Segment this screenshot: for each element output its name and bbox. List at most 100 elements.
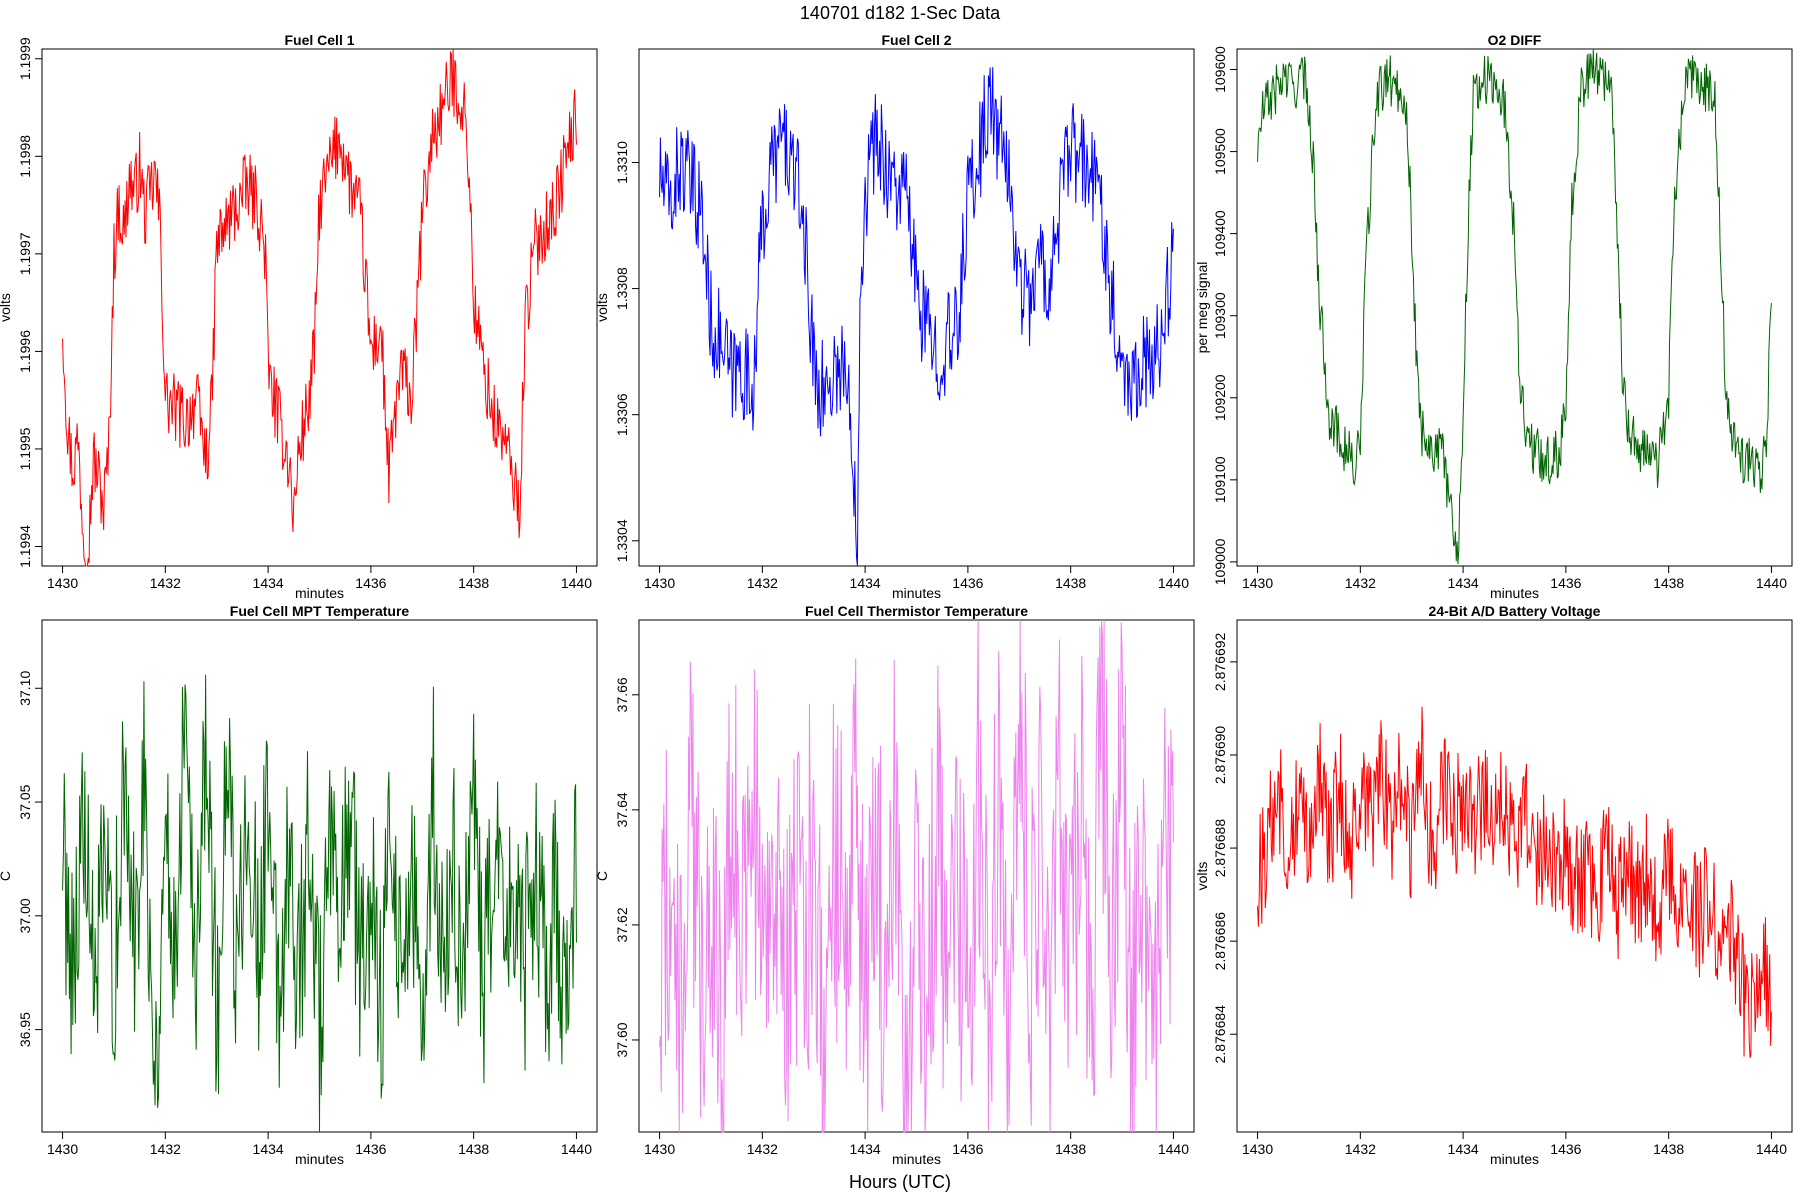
y-tick-label: 1.3306 [614, 393, 630, 436]
series-line [1257, 49, 1772, 564]
x-tick-label: 1438 [458, 575, 489, 591]
x-tick-label: 1436 [952, 575, 983, 591]
series-line [1257, 706, 1772, 1058]
x-tick-label: 1434 [1448, 1141, 1479, 1157]
x-tick-label: 1430 [47, 1141, 78, 1157]
x-tick-label: 1440 [1756, 575, 1787, 591]
y-tick-label: 37.64 [614, 792, 630, 827]
x-tick-label: 1440 [561, 575, 592, 591]
panel-title: Fuel Cell MPT Temperature [230, 603, 410, 619]
x-tick-label: 1436 [355, 575, 386, 591]
y-axis-label: C [0, 871, 13, 881]
x-tick-label: 1432 [150, 575, 181, 591]
plot-frame [1236, 48, 1793, 567]
x-tick-label: 1434 [253, 575, 284, 591]
x-tick-label: 1430 [1242, 1141, 1273, 1157]
x-tick-label: 1434 [850, 1141, 881, 1157]
x-tick-label: 1436 [1550, 575, 1581, 591]
x-tick-label: 1438 [1653, 1141, 1684, 1157]
x-tick-label: 1434 [253, 1141, 284, 1157]
x-tick-label: 1432 [1345, 575, 1376, 591]
x-tick-label: 1430 [644, 575, 675, 591]
panel-title: O2 DIFF [1488, 32, 1542, 48]
x-tick-label: 1432 [747, 575, 778, 591]
y-tick-label: 1.3308 [614, 267, 630, 310]
y-tick-label: 2.876690 [1212, 726, 1228, 785]
x-axis-label: minutes [1490, 1151, 1539, 1167]
plot-frame [41, 48, 598, 567]
chart-panel: 24-Bit A/D Battery Voltage 1430 1432 1434 14… [1194, 603, 1793, 1167]
plot-frame [638, 48, 1195, 567]
panel-title: Fuel Cell Thermistor Temperature [805, 603, 1028, 619]
y-tick-label: 1.1997 [17, 232, 33, 275]
outer-x-label: Hours (UTC) [849, 1172, 951, 1192]
y-tick-label: 2.876686 [1212, 912, 1228, 971]
x-tick-label: 1436 [355, 1141, 386, 1157]
y-tick-label: 37.60 [614, 1022, 630, 1057]
x-tick-label: 1434 [850, 575, 881, 591]
chart-panel: Fuel Cell MPT Temperature 1430 1432 1434 143… [0, 603, 598, 1167]
chart-panels: Fuel Cell 1 1430 1432 1434 1436 1438 1440 1.199… [0, 32, 1793, 1167]
x-tick-label: 1440 [561, 1141, 592, 1157]
x-tick-label: 1436 [1550, 1141, 1581, 1157]
y-axis-label: C [594, 871, 610, 881]
x-tick-label: 1438 [1653, 575, 1684, 591]
series-line [659, 619, 1174, 1133]
x-tick-label: 1430 [644, 1141, 675, 1157]
y-tick-label: 1.3304 [614, 519, 630, 562]
panel-title: 24-Bit A/D Battery Voltage [1429, 603, 1601, 619]
y-tick-label: 2.876692 [1212, 632, 1228, 691]
x-tick-label: 1440 [1756, 1141, 1787, 1157]
y-axis-label: volts [0, 293, 13, 322]
y-tick-label: 109400 [1212, 210, 1228, 257]
y-tick-label: 37.66 [614, 677, 630, 712]
y-tick-label: 109100 [1212, 456, 1228, 503]
panel-title: Fuel Cell 1 [284, 32, 354, 48]
y-axis-label: volts [1194, 862, 1210, 891]
y-tick-label: 1.1999 [17, 37, 33, 80]
y-tick-label: 1.1995 [17, 427, 33, 470]
y-tick-label: 37.05 [17, 784, 33, 819]
x-tick-label: 1434 [1448, 575, 1479, 591]
y-tick-label: 1.3310 [614, 141, 630, 184]
y-tick-label: 1.1996 [17, 330, 33, 373]
x-tick-label: 1436 [952, 1141, 983, 1157]
y-tick-label: 1.1998 [17, 135, 33, 178]
x-tick-label: 1438 [1055, 1141, 1086, 1157]
x-axis-label: minutes [1490, 585, 1539, 601]
y-tick-label: 109500 [1212, 128, 1228, 175]
y-tick-label: 36.95 [17, 1012, 33, 1047]
x-tick-label: 1432 [1345, 1141, 1376, 1157]
x-tick-label: 1432 [150, 1141, 181, 1157]
x-axis-label: minutes [892, 1151, 941, 1167]
series-line [62, 674, 577, 1133]
y-tick-label: 1.1994 [17, 525, 33, 568]
y-tick-label: 37.62 [614, 907, 630, 942]
y-tick-label: 2.876684 [1212, 1005, 1228, 1064]
x-tick-label: 1430 [47, 575, 78, 591]
y-axis-label: per meg signal [1194, 262, 1210, 354]
chart-panel: Fuel Cell Thermistor Temperature 1430 1432… [594, 603, 1195, 1167]
y-tick-label: 109000 [1212, 538, 1228, 585]
series-line [659, 67, 1174, 567]
plot-frame [1236, 619, 1793, 1133]
x-tick-label: 1438 [1055, 575, 1086, 591]
x-axis-label: minutes [892, 585, 941, 601]
panel-title: Fuel Cell 2 [881, 32, 951, 48]
y-tick-label: 37.10 [17, 671, 33, 706]
x-tick-label: 1440 [1158, 1141, 1189, 1157]
y-tick-label: 109300 [1212, 292, 1228, 339]
plot-frame [638, 619, 1195, 1133]
x-tick-label: 1432 [747, 1141, 778, 1157]
y-tick-label: 37.00 [17, 898, 33, 933]
x-tick-label: 1438 [458, 1141, 489, 1157]
y-tick-label: 109200 [1212, 374, 1228, 421]
chart-panel: Fuel Cell 1 1430 1432 1434 1436 1438 1440 1.199… [0, 32, 598, 601]
x-tick-label: 1430 [1242, 575, 1273, 591]
chart-panel: O2 DIFF 1430 1432 1434 1436 1438 1440 109000 109… [1194, 32, 1793, 601]
chart-panel: Fuel Cell 2 1430 1432 1434 1436 1438 1440 1.330… [594, 32, 1195, 601]
y-tick-label: 109600 [1212, 46, 1228, 93]
x-tick-label: 1440 [1158, 575, 1189, 591]
x-axis-label: minutes [295, 585, 344, 601]
